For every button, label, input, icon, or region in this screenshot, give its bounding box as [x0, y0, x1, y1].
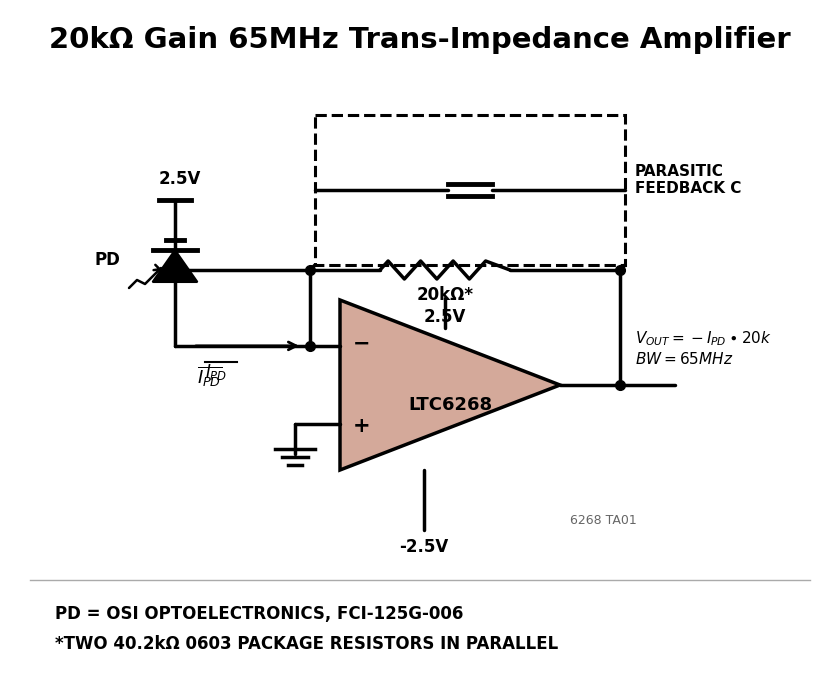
Text: 20kΩ Gain 65MHz Trans-Impedance Amplifier: 20kΩ Gain 65MHz Trans-Impedance Amplifie…: [50, 26, 790, 54]
Text: PD = OSI OPTOELECTRONICS, FCI-125G-006: PD = OSI OPTOELECTRONICS, FCI-125G-006: [55, 605, 464, 623]
Text: 2.5V: 2.5V: [159, 170, 202, 188]
Text: 6268 TA01: 6268 TA01: [570, 514, 637, 527]
Text: $\overline{I_{PD}}$: $\overline{I_{PD}}$: [197, 364, 223, 388]
Text: $V_{OUT} = -I_{PD} \bullet 20k$
$BW = 65MHz$: $V_{OUT} = -I_{PD} \bullet 20k$ $BW = 65…: [635, 329, 772, 367]
Text: LTC6268: LTC6268: [408, 396, 492, 414]
Text: PD: PD: [94, 251, 120, 269]
Text: -2.5V: -2.5V: [399, 538, 449, 556]
Text: +: +: [353, 416, 370, 436]
Text: *TWO 40.2kΩ 0603 PACKAGE RESISTORS IN PARALLEL: *TWO 40.2kΩ 0603 PACKAGE RESISTORS IN PA…: [55, 635, 559, 653]
Text: 20kΩ*: 20kΩ*: [417, 286, 474, 304]
Text: PARASITIC
FEEDBACK C: PARASITIC FEEDBACK C: [635, 164, 742, 196]
Text: −: −: [354, 334, 370, 354]
Text: $I_{PD}$: $I_{PD}$: [205, 362, 228, 382]
Polygon shape: [153, 250, 197, 282]
Polygon shape: [340, 300, 560, 470]
Text: 2.5V: 2.5V: [424, 308, 466, 326]
